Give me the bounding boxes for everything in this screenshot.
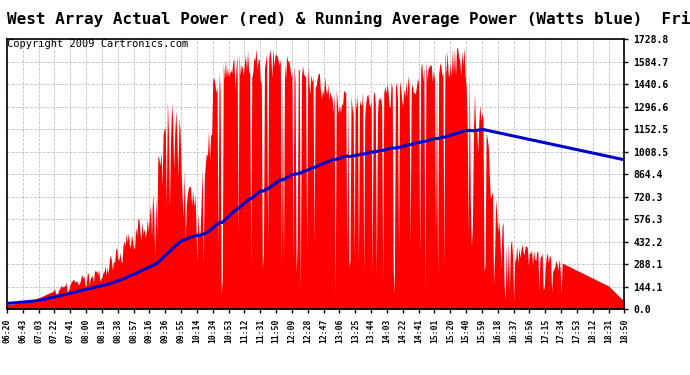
Text: Copyright 2009 Cartronics.com: Copyright 2009 Cartronics.com: [7, 39, 188, 50]
Text: West Array Actual Power (red) & Running Average Power (Watts blue)  Fri Sep 4 19: West Array Actual Power (red) & Running …: [7, 11, 690, 27]
